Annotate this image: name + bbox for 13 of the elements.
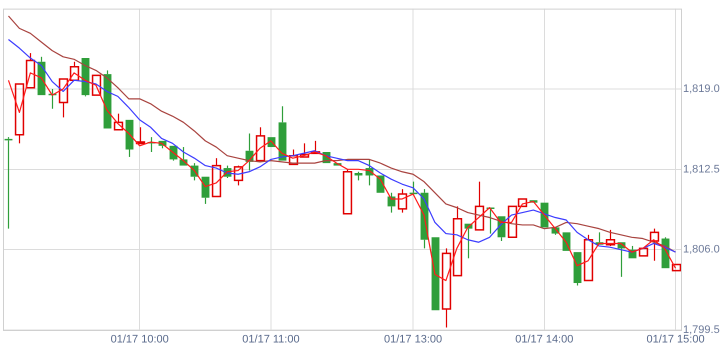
x-tick-label: 01/17 13:00 (384, 334, 442, 346)
x-tick-label: 01/17 14:00 (515, 334, 574, 346)
x-tick-label: 01/17 11:00 (242, 334, 300, 346)
y-tick-label: 1,806.0 (683, 244, 720, 256)
candlestick (278, 106, 286, 161)
x-tick-label: 01/17 10:00 (110, 334, 169, 346)
candlestick (388, 192, 396, 214)
x-tick-label: 01/17 15:00 (646, 334, 705, 346)
y-tick-label: 1,799.5 (683, 324, 720, 336)
y-tick-label: 1,819.0 (683, 82, 720, 95)
candlestick (410, 181, 418, 196)
candlestick (4, 136, 12, 230)
y-tick-label: 1,812.5 (683, 163, 720, 176)
